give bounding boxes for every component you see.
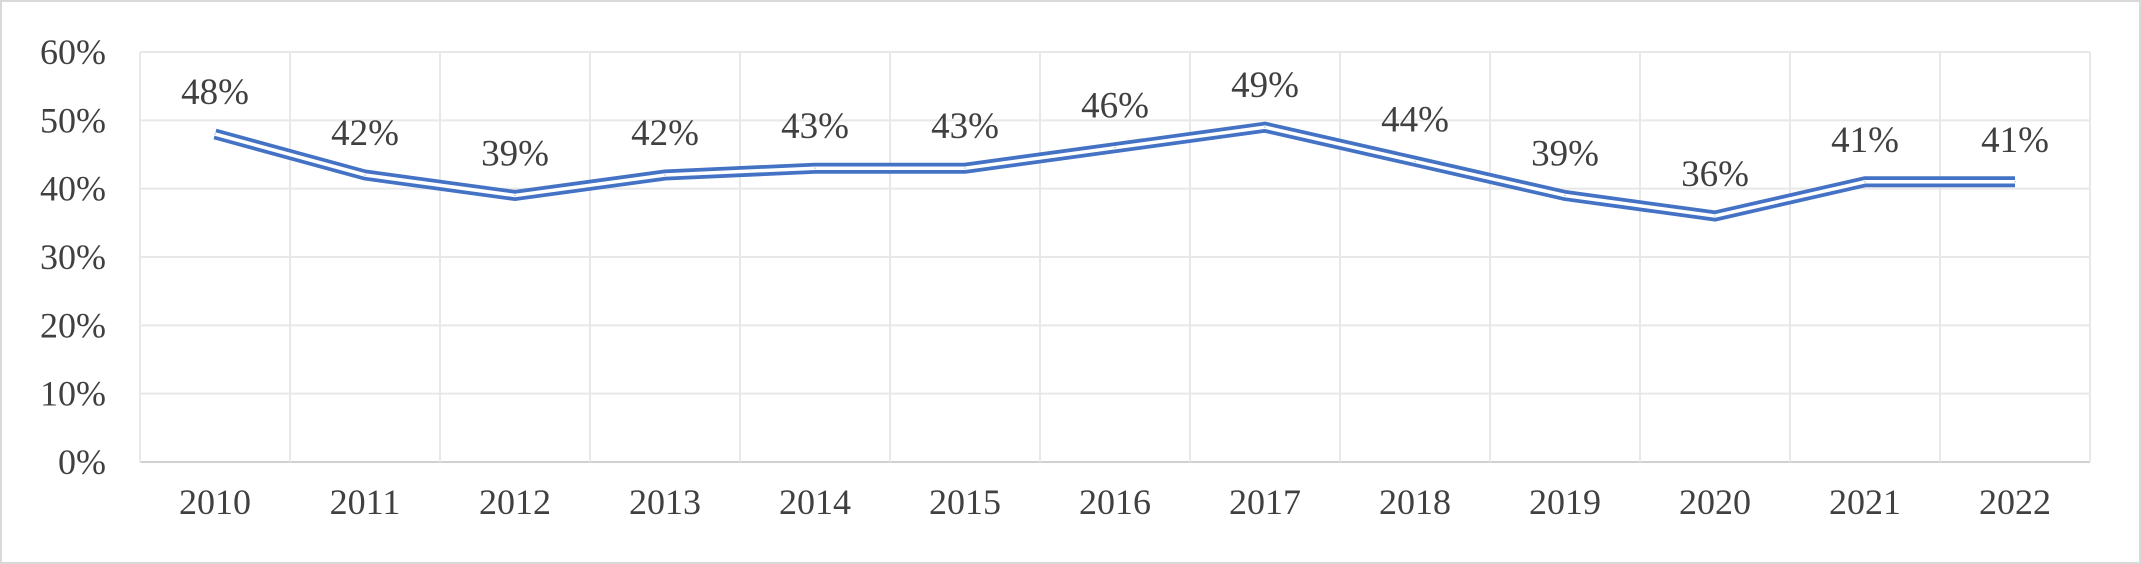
- data-label: 44%: [1381, 99, 1449, 140]
- x-axis-tick-labels: 2010 2011 2012 2013 2014 2015 2016 2017 2018 2019…: [179, 482, 2051, 522]
- data-point: [1564, 195, 1566, 196]
- data-point: [1114, 147, 1116, 149]
- data-point: [1714, 215, 1716, 217]
- data-point: [664, 174, 666, 176]
- x-tick-label: 2022: [1979, 482, 2051, 522]
- y-tick-label: 30%: [40, 237, 106, 277]
- x-tick-label: 2012: [479, 482, 551, 522]
- data-label: 39%: [481, 134, 549, 175]
- data-point: [214, 133, 216, 135]
- y-tick-label: 20%: [40, 305, 106, 345]
- x-tick-label: 2013: [629, 482, 701, 522]
- data-label: 48%: [181, 72, 249, 113]
- data-point: [964, 167, 966, 169]
- data-labels: 48% 42% 39% 42% 43% 43% 46% 49% 44% 39% 36% 41% 41%: [181, 65, 2049, 195]
- data-point: [1864, 181, 1866, 183]
- y-axis-tick-labels: 0% 10% 20% 30% 40% 50% 60%: [40, 32, 106, 482]
- series-line: [213, 121, 2016, 222]
- y-tick-label: 60%: [40, 32, 106, 72]
- data-label: 36%: [1681, 154, 1749, 195]
- x-tick-label: 2018: [1379, 482, 1451, 522]
- x-tick-label: 2010: [179, 482, 251, 522]
- data-point: [1414, 160, 1416, 162]
- data-point: [514, 195, 516, 196]
- data-label: 49%: [1231, 65, 1299, 106]
- data-label: 42%: [631, 113, 699, 154]
- y-tick-label: 10%: [40, 374, 106, 414]
- gridlines: [139, 51, 2091, 463]
- data-label: 39%: [1531, 134, 1599, 175]
- x-tick-label: 2017: [1229, 482, 1301, 522]
- data-label: 41%: [1831, 120, 1899, 161]
- x-tick-label: 2011: [330, 482, 401, 522]
- x-tick-label: 2021: [1829, 482, 1901, 522]
- data-label: 43%: [931, 106, 999, 147]
- y-tick-label: 0%: [58, 442, 106, 482]
- data-point: [2014, 181, 2016, 183]
- x-tick-label: 2015: [929, 482, 1001, 522]
- data-label: 43%: [781, 106, 849, 147]
- y-tick-label: 40%: [40, 169, 106, 209]
- data-point: [364, 174, 366, 176]
- y-tick-label: 50%: [40, 100, 106, 140]
- x-tick-label: 2016: [1079, 482, 1151, 522]
- x-tick-label: 2019: [1529, 482, 1601, 522]
- x-tick-label: 2020: [1679, 482, 1751, 522]
- x-tick-label: 2014: [779, 482, 851, 522]
- data-label: 42%: [331, 113, 399, 154]
- data-point: [1264, 126, 1266, 128]
- data-label: 46%: [1081, 86, 1149, 127]
- data-label: 41%: [1981, 120, 2049, 161]
- data-point: [814, 167, 816, 169]
